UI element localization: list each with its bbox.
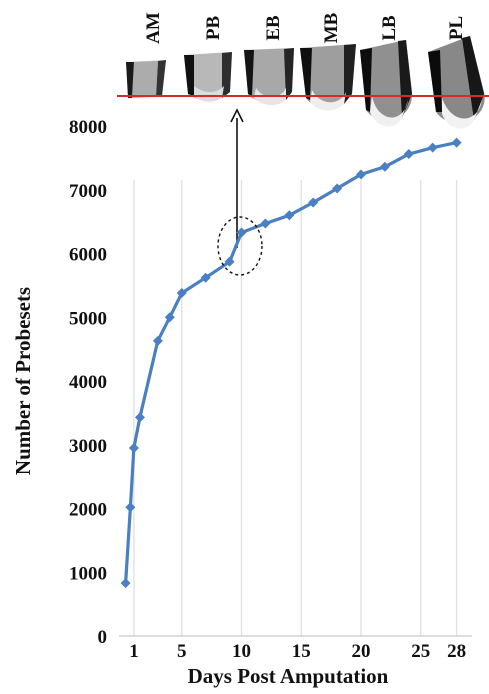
x-axis-tick-labels: 1 5 10 15 20 25 28 (129, 641, 466, 662)
data-point-17 (427, 142, 438, 153)
stage-illustration-am (126, 60, 166, 98)
probeset-series (120, 137, 462, 589)
x-tick-15: 15 (292, 641, 311, 662)
data-point-10 (260, 218, 271, 229)
data-point-2 (128, 442, 139, 453)
stage-label-eb: EB (263, 15, 284, 41)
data-point-8 (224, 256, 235, 267)
data-point-0 (120, 578, 131, 589)
annotation-arrow (230, 108, 244, 248)
stage-illustration-pb (184, 52, 232, 102)
x-tick-28: 28 (447, 641, 466, 662)
y-tick-3000: 3000 (69, 436, 107, 457)
x-axis-title: Days Post Amputation (188, 664, 389, 688)
data-point-4 (152, 335, 163, 346)
x-tick-5: 5 (177, 641, 187, 662)
x-tick-10: 10 (232, 641, 251, 662)
stage-label-am: AM (143, 12, 164, 44)
y-tick-6000: 6000 (69, 245, 107, 266)
data-point-6 (176, 288, 187, 299)
stage-illustration-eb (244, 48, 294, 106)
data-point-9 (236, 227, 247, 238)
vertical-gridlines (133, 180, 458, 636)
data-point-15 (379, 161, 390, 172)
stage-labels: AM PB EB MB LB PL (143, 12, 467, 44)
stage-illustrations (126, 36, 485, 129)
data-point-7 (200, 272, 211, 283)
y-axis-tick-labels: 0 1000 2000 3000 4000 5000 6000 7000 8000 (69, 117, 107, 648)
stage-label-mb: MB (321, 12, 342, 43)
y-tick-4000: 4000 (69, 372, 107, 393)
data-point-3 (134, 412, 145, 423)
data-point-1 (125, 502, 136, 513)
y-axis-title: Number of Probesets (11, 287, 35, 475)
y-tick-2000: 2000 (69, 500, 107, 521)
y-tick-8000: 8000 (69, 117, 107, 138)
highlight-ellipse (217, 216, 263, 276)
series-line-0 (123, 141, 459, 585)
stage-label-pl: PL (446, 16, 467, 40)
y-tick-7000: 7000 (69, 181, 107, 202)
data-point-12 (308, 197, 319, 208)
stage-illustration-mb (300, 44, 356, 111)
data-point-18 (451, 137, 462, 148)
data-point-11 (284, 210, 295, 221)
stage-label-lb: LB (379, 15, 400, 41)
stage-label-pb: PB (203, 16, 224, 41)
y-tick-1000: 1000 (69, 563, 107, 584)
data-point-16 (403, 149, 414, 160)
stage-illustration-lb (360, 40, 413, 127)
data-point-14 (356, 169, 366, 180)
data-point-13 (332, 183, 343, 194)
stage-illustration-pl (428, 36, 485, 129)
data-point-5 (164, 312, 175, 323)
x-tick-25: 25 (411, 641, 430, 662)
y-tick-0: 0 (98, 627, 108, 648)
x-tick-20: 20 (352, 641, 371, 662)
y-tick-5000: 5000 (69, 308, 107, 329)
x-tick-1: 1 (129, 641, 139, 662)
